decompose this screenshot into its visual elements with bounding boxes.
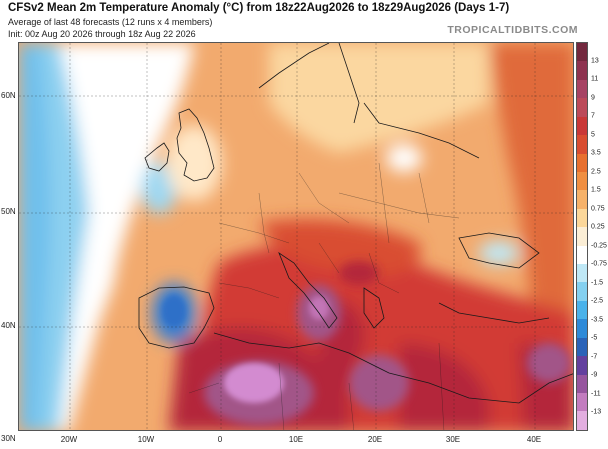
graticule bbox=[19, 43, 573, 430]
colorbar-swatch bbox=[577, 61, 587, 80]
colorbar-swatch bbox=[577, 98, 587, 117]
lon-label-0: 0 bbox=[217, 435, 223, 444]
map-subtitle-init: Init: 00z Aug 20 2026 through 18z Aug 22… bbox=[8, 29, 196, 39]
colorbar-swatch bbox=[577, 171, 587, 191]
colorbar-swatch bbox=[577, 43, 587, 62]
lat-label-60n: 60N bbox=[1, 91, 16, 100]
colorbar-level-label: 13 bbox=[591, 57, 599, 65]
colorbar-swatch bbox=[577, 374, 587, 394]
colorbar-swatch bbox=[577, 393, 587, 412]
lon-label-40e: 40E bbox=[526, 435, 542, 444]
temperature-anomaly-map bbox=[18, 42, 574, 431]
colorbar-level-label: -2.5 bbox=[591, 297, 604, 305]
colorbar-swatch bbox=[577, 356, 587, 375]
lon-label-10e: 10E bbox=[288, 435, 304, 444]
map-subtitle-forecasts: Average of last 48 forecasts (12 runs x … bbox=[8, 17, 213, 27]
colorbar-level-label: -7 bbox=[591, 353, 598, 361]
brand-label[interactable]: TROPICALTIDBITS.COM bbox=[447, 24, 578, 36]
colorbar-swatch bbox=[577, 153, 587, 172]
colorbar-swatch bbox=[577, 208, 587, 228]
borders bbox=[188, 162, 460, 430]
colorbar-labels: 13 11 9 7 5 3.5 2.5 1.5 0.75 0.25 -0.25 -0.75 -1.5 -2… bbox=[591, 42, 608, 431]
colorbar-level-label: 0.25 bbox=[591, 223, 605, 231]
colorbar-level-label: 3.5 bbox=[591, 149, 601, 157]
extreme-spot-field bbox=[162, 295, 329, 403]
colorbar bbox=[576, 42, 588, 431]
lon-label-20w: 20W bbox=[60, 435, 78, 444]
colorbar-level-label: 2.5 bbox=[591, 168, 601, 176]
colorbar-swatch bbox=[577, 227, 587, 246]
colorbar-swatch bbox=[577, 116, 587, 136]
colorbar-level-label: -5 bbox=[591, 334, 598, 342]
colorbar-swatch bbox=[577, 135, 587, 154]
colorbar-level-label: 7 bbox=[591, 112, 595, 120]
colorbar-swatch bbox=[577, 411, 587, 430]
colorbar-level-label: -11 bbox=[591, 390, 601, 398]
colorbar-swatch bbox=[577, 79, 587, 99]
map-svg bbox=[19, 43, 573, 430]
lon-label-20e: 20E bbox=[367, 435, 383, 444]
colorbar-swatch bbox=[577, 282, 587, 301]
lat-label-30n: 30N bbox=[1, 434, 16, 443]
colorbar-swatch bbox=[577, 245, 587, 265]
colorbar-level-label: 1.5 bbox=[591, 186, 601, 194]
colorbar-level-label: 9 bbox=[591, 94, 595, 102]
lat-label-50n: 50N bbox=[1, 207, 16, 216]
lat-label-40n: 40N bbox=[1, 321, 16, 330]
lon-label-10w: 10W bbox=[137, 435, 155, 444]
colorbar-level-label: -3.5 bbox=[591, 316, 604, 324]
colorbar-swatch bbox=[577, 300, 587, 320]
colorbar-swatch bbox=[577, 264, 587, 283]
colorbar-swatch bbox=[577, 319, 587, 338]
map-header: CFSv2 Mean 2m Temperature Anomaly (°C) f… bbox=[0, 0, 608, 42]
colorbar-level-label: 11 bbox=[591, 75, 599, 83]
colorbar-level-label: -0.25 bbox=[591, 242, 607, 250]
colorbar-level-label: -9 bbox=[591, 371, 598, 379]
colorbar-swatch bbox=[577, 337, 587, 357]
colorbar-level-label: -0.75 bbox=[591, 260, 607, 268]
colorbar-level-label: -13 bbox=[591, 408, 602, 416]
colorbar-swatch bbox=[577, 190, 587, 209]
colorbar-level-label: 5 bbox=[591, 131, 595, 139]
lon-label-30e: 30E bbox=[445, 435, 461, 444]
colorbar-level-label: -1.5 bbox=[591, 279, 604, 287]
coastlines bbox=[138, 43, 573, 404]
map-title: CFSv2 Mean 2m Temperature Anomaly (°C) f… bbox=[8, 2, 510, 14]
colorbar-level-label: 0.75 bbox=[591, 205, 605, 213]
